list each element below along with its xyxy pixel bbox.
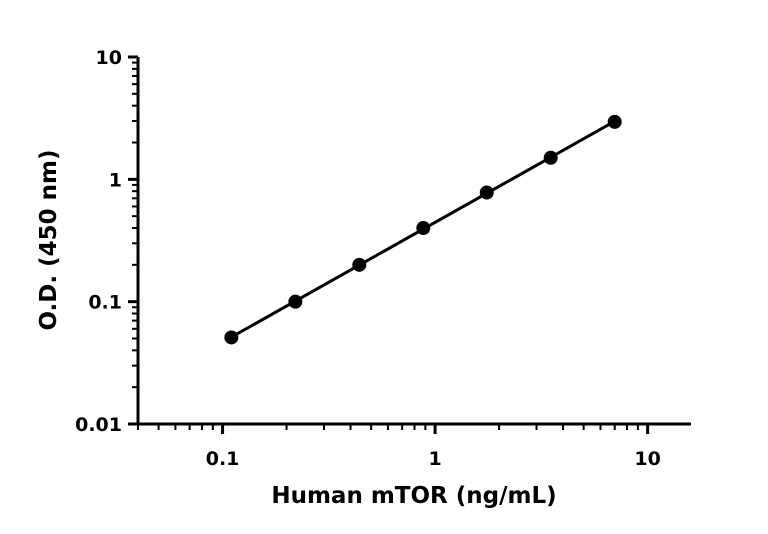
- y-tick-label: 0.1: [88, 292, 122, 314]
- y-tick-label: 0.01: [75, 414, 122, 436]
- x-tick-label: 10: [634, 448, 660, 470]
- data-points: [224, 114, 622, 345]
- data-point: [607, 114, 622, 129]
- y-axis-title: O.D. (450 nm): [36, 149, 62, 330]
- x-tick-label: 1: [428, 448, 441, 470]
- x-tick-label: 0.1: [206, 448, 240, 470]
- data-point: [416, 221, 431, 236]
- data-point: [288, 294, 303, 309]
- y-tick-label: 1: [109, 169, 122, 191]
- data-point: [352, 257, 367, 272]
- data-point: [479, 185, 494, 200]
- y-tick-label: 10: [96, 47, 122, 69]
- ticks: 0.01 0.1 1 10 0.1 1 10: [75, 47, 661, 470]
- x-axis-title: Human mTOR (ng/mL): [271, 483, 556, 509]
- data-point: [543, 150, 558, 165]
- axes: [136, 57, 691, 426]
- data-point: [224, 330, 239, 345]
